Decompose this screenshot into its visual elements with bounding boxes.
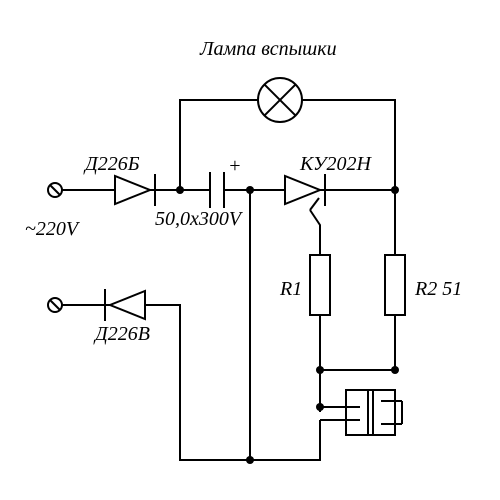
capacitor (202, 172, 230, 208)
diode-d2-label: Д226В (93, 323, 150, 345)
wire (180, 100, 258, 190)
wire (155, 305, 320, 460)
lamp-symbol (258, 78, 302, 122)
circuit-schematic: Лампа вспышки Д226Б Д226В КУ202Н 50,0x30… (0, 0, 500, 500)
junction-node (391, 366, 399, 374)
resistor-r2 (385, 255, 405, 315)
transformer (320, 390, 402, 440)
junction-node (246, 186, 254, 194)
junction-node (316, 403, 324, 411)
thyristor-label: КУ202Н (299, 153, 372, 175)
thyristor (275, 174, 325, 210)
wire (310, 210, 320, 255)
resistor-r1 (310, 255, 330, 315)
capacitor-label: 50,0x300V (155, 208, 244, 230)
r1-label: R1 (279, 278, 302, 300)
diode-d2 (105, 289, 155, 321)
junction-node (316, 366, 324, 374)
diode-d1 (105, 174, 155, 206)
junction-node (246, 456, 254, 464)
wire (302, 100, 395, 190)
mains-label: ~220V (25, 218, 81, 240)
diode-d1-label: Д226Б (83, 153, 140, 175)
lamp-title-label: Лампа вспышки (199, 38, 337, 60)
junction-node (176, 186, 184, 194)
junction-node (391, 186, 399, 194)
r2-label: R2 51 (414, 278, 462, 300)
capacitor-plus-label: + (228, 155, 242, 177)
